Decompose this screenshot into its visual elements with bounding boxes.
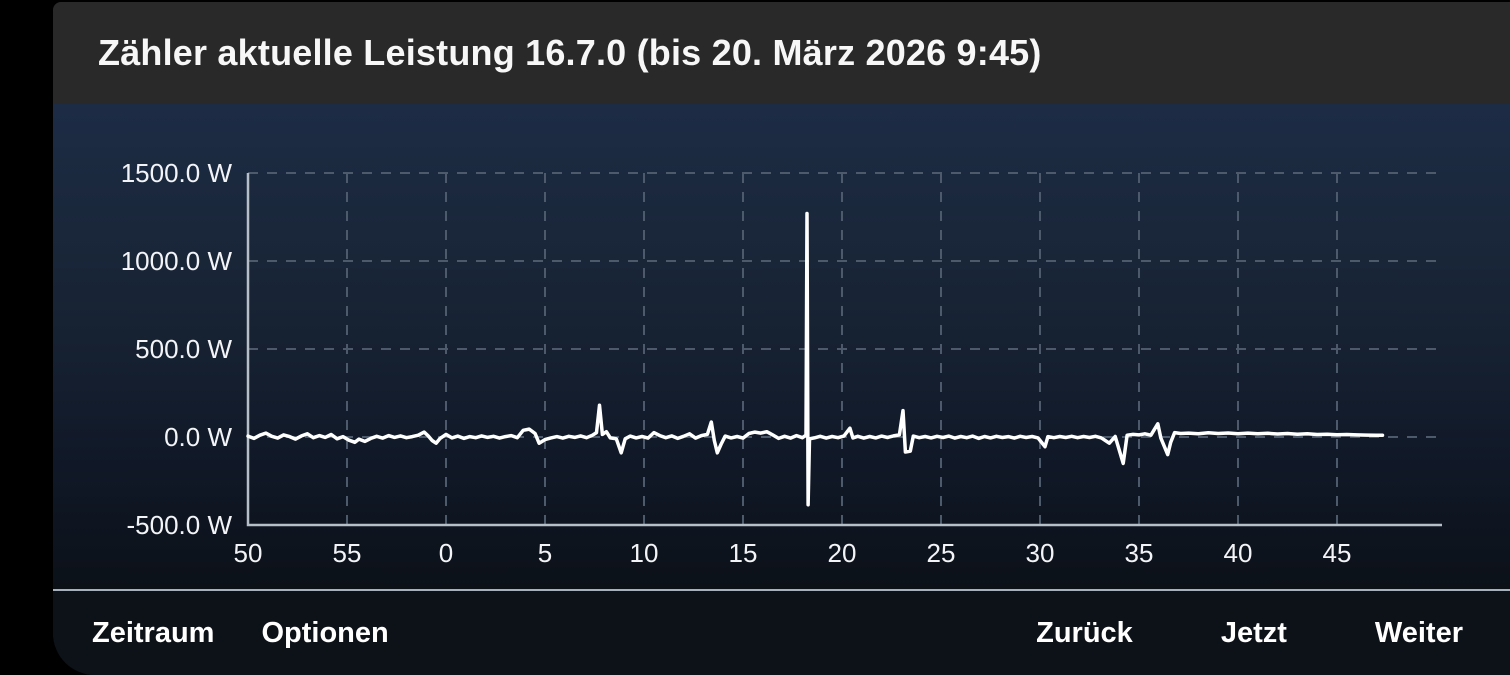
y-axis-labels: 1500.0 W 1000.0 W 500.0 W 0.0 W -500.0 W: [121, 158, 233, 540]
svg-text:0.0 W: 0.0 W: [164, 422, 232, 452]
chart-grid: [248, 172, 1440, 525]
svg-text:50: 50: [234, 538, 263, 568]
jetzt-button[interactable]: Jetzt: [1220, 616, 1287, 649]
svg-text:5: 5: [538, 538, 552, 568]
svg-text:500.0 W: 500.0 W: [135, 334, 232, 364]
zurueck-button[interactable]: Zurück: [1036, 616, 1133, 649]
svg-text:45: 45: [1323, 538, 1352, 568]
power-chart: 1500.0 W 1000.0 W 500.0 W 0.0 W -500.0 W 50 55…: [53, 104, 1510, 589]
weiter-button[interactable]: Weiter: [1374, 616, 1463, 649]
chart-axes: [246, 173, 1442, 527]
toolbar-right-group: Zurück Jetzt Weiter: [1036, 617, 1463, 650]
svg-text:-500.0 W: -500.0 W: [127, 510, 233, 540]
svg-text:15: 15: [729, 538, 758, 568]
toolbar-left-group: Zeitraum Optionen: [92, 617, 389, 650]
svg-text:25: 25: [927, 538, 956, 568]
svg-text:20: 20: [828, 538, 857, 568]
dialog-title-bar: Zähler aktuelle Leistung 16.7.0 (bis 20.…: [53, 2, 1510, 104]
svg-text:35: 35: [1125, 538, 1154, 568]
optionen-button[interactable]: Optionen: [261, 616, 389, 649]
svg-text:0: 0: [439, 538, 453, 568]
svg-text:10: 10: [630, 538, 659, 568]
svg-text:1000.0 W: 1000.0 W: [121, 246, 233, 276]
svg-text:1500.0 W: 1500.0 W: [121, 158, 233, 188]
zeitraum-button[interactable]: Zeitraum: [92, 616, 215, 649]
svg-text:30: 30: [1026, 538, 1055, 568]
toolbar: Zeitraum Optionen Zurück Jetzt Weiter: [53, 589, 1510, 675]
x-axis-labels: 50 55 0 5 10 15 20 25 30 35 40 45: [234, 538, 1352, 568]
meter-power-dialog: Zähler aktuelle Leistung 16.7.0 (bis 20.…: [53, 2, 1510, 675]
page-title: Zähler aktuelle Leistung 16.7.0 (bis 20.…: [98, 32, 1042, 73]
svg-text:40: 40: [1224, 538, 1253, 568]
svg-text:55: 55: [333, 538, 362, 568]
power-line: [246, 211, 1385, 507]
